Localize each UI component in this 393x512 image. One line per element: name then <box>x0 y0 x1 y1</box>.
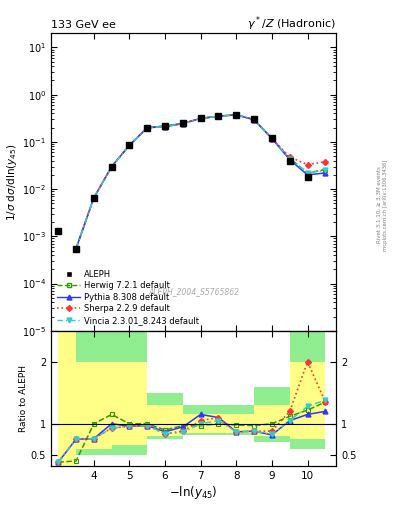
ALEPH <box>287 158 292 164</box>
ALEPH <box>198 115 203 121</box>
Herwig 7.2.1 default <box>270 136 274 142</box>
Herwig 7.2.1 default <box>92 195 96 201</box>
Pythia 8.308 default <box>163 123 167 130</box>
Text: ALEPH_2004_S5765862: ALEPH_2004_S5765862 <box>148 288 239 296</box>
Sherpa 2.2.9 default <box>145 124 150 131</box>
Vincia 2.3.01_8.243 default <box>180 120 185 126</box>
Vincia 2.3.01_8.243 default <box>163 123 167 130</box>
Vincia 2.3.01_8.243 default <box>216 113 221 119</box>
Legend: ALEPH, Herwig 7.2.1 default, Pythia 8.308 default, Sherpa 2.2.9 default, Vincia : ALEPH, Herwig 7.2.1 default, Pythia 8.30… <box>55 268 201 327</box>
Herwig 7.2.1 default <box>234 112 239 118</box>
Herwig 7.2.1 default <box>305 170 310 176</box>
Herwig 7.2.1 default <box>198 115 203 121</box>
Herwig 7.2.1 default <box>287 155 292 161</box>
Vincia 2.3.01_8.243 default <box>234 112 239 118</box>
ALEPH <box>180 120 185 126</box>
Vincia 2.3.01_8.243 default <box>305 170 310 176</box>
Herwig 7.2.1 default <box>163 123 167 129</box>
Sherpa 2.2.9 default <box>73 245 78 251</box>
Sherpa 2.2.9 default <box>216 113 221 119</box>
Y-axis label: 1/$\sigma$ d$\sigma$/dln($y_{45}$): 1/$\sigma$ d$\sigma$/dln($y_{45}$) <box>5 143 19 221</box>
Pythia 8.308 default <box>127 142 132 148</box>
Vincia 2.3.01_8.243 default <box>270 136 274 142</box>
Pythia 8.308 default <box>145 124 150 131</box>
ALEPH <box>216 113 221 119</box>
Herwig 7.2.1 default <box>323 166 328 173</box>
Sherpa 2.2.9 default <box>252 117 257 123</box>
ALEPH <box>163 123 167 129</box>
ALEPH <box>234 112 239 118</box>
ALEPH <box>270 135 274 141</box>
Herwig 7.2.1 default <box>127 142 132 148</box>
Line: Sherpa 2.2.9 default: Sherpa 2.2.9 default <box>74 113 327 251</box>
Herwig 7.2.1 default <box>73 245 78 251</box>
Pythia 8.308 default <box>109 163 114 169</box>
Text: Rivet 3.1.10; ≥ 3.3M events: Rivet 3.1.10; ≥ 3.3M events <box>377 166 382 243</box>
Pythia 8.308 default <box>323 170 328 176</box>
Vincia 2.3.01_8.243 default <box>109 163 114 169</box>
Herwig 7.2.1 default <box>180 120 185 126</box>
ALEPH <box>145 124 150 131</box>
Herwig 7.2.1 default <box>109 163 114 169</box>
Sherpa 2.2.9 default <box>127 142 132 148</box>
Vincia 2.3.01_8.243 default <box>92 195 96 201</box>
Pythia 8.308 default <box>73 245 78 251</box>
Sherpa 2.2.9 default <box>234 112 239 118</box>
Herwig 7.2.1 default <box>252 117 257 123</box>
Vincia 2.3.01_8.243 default <box>127 142 132 148</box>
Pythia 8.308 default <box>198 115 203 121</box>
Sherpa 2.2.9 default <box>323 159 328 165</box>
Y-axis label: Ratio to ALEPH: Ratio to ALEPH <box>19 365 28 432</box>
Pythia 8.308 default <box>92 195 96 201</box>
Pythia 8.308 default <box>234 112 239 118</box>
Pythia 8.308 default <box>305 172 310 178</box>
Sherpa 2.2.9 default <box>198 115 203 121</box>
Text: mcplots.cern.ch [arXiv:1306.3436]: mcplots.cern.ch [arXiv:1306.3436] <box>383 159 387 250</box>
Sherpa 2.2.9 default <box>270 136 274 142</box>
Pythia 8.308 default <box>252 117 257 123</box>
ALEPH <box>92 195 96 201</box>
Text: 133 GeV ee: 133 GeV ee <box>51 20 116 30</box>
Pythia 8.308 default <box>287 157 292 163</box>
Pythia 8.308 default <box>180 120 185 126</box>
Text: $\gamma^*/Z$ (Hadronic): $\gamma^*/Z$ (Hadronic) <box>247 15 336 33</box>
Herwig 7.2.1 default <box>145 124 150 131</box>
Vincia 2.3.01_8.243 default <box>73 245 78 251</box>
Line: Herwig 7.2.1 default: Herwig 7.2.1 default <box>73 112 328 251</box>
Vincia 2.3.01_8.243 default <box>198 115 203 121</box>
Vincia 2.3.01_8.243 default <box>287 156 292 162</box>
Pythia 8.308 default <box>270 136 274 142</box>
ALEPH <box>127 142 132 148</box>
Sherpa 2.2.9 default <box>163 123 167 130</box>
Vincia 2.3.01_8.243 default <box>323 167 328 174</box>
Line: ALEPH: ALEPH <box>73 112 310 251</box>
ALEPH <box>252 116 257 122</box>
ALEPH <box>305 174 310 180</box>
ALEPH <box>73 245 78 251</box>
Line: Vincia 2.3.01_8.243 default: Vincia 2.3.01_8.243 default <box>73 112 328 251</box>
Sherpa 2.2.9 default <box>92 195 96 201</box>
ALEPH <box>109 163 114 169</box>
Herwig 7.2.1 default <box>216 113 221 119</box>
Pythia 8.308 default <box>216 113 221 119</box>
Sherpa 2.2.9 default <box>109 163 114 169</box>
Vincia 2.3.01_8.243 default <box>252 117 257 123</box>
Sherpa 2.2.9 default <box>287 154 292 160</box>
Line: Pythia 8.308 default: Pythia 8.308 default <box>73 112 328 251</box>
X-axis label: $-\ln(y_{45})$: $-\ln(y_{45})$ <box>169 483 218 501</box>
Vincia 2.3.01_8.243 default <box>145 124 150 131</box>
Sherpa 2.2.9 default <box>180 120 185 126</box>
Sherpa 2.2.9 default <box>305 162 310 168</box>
